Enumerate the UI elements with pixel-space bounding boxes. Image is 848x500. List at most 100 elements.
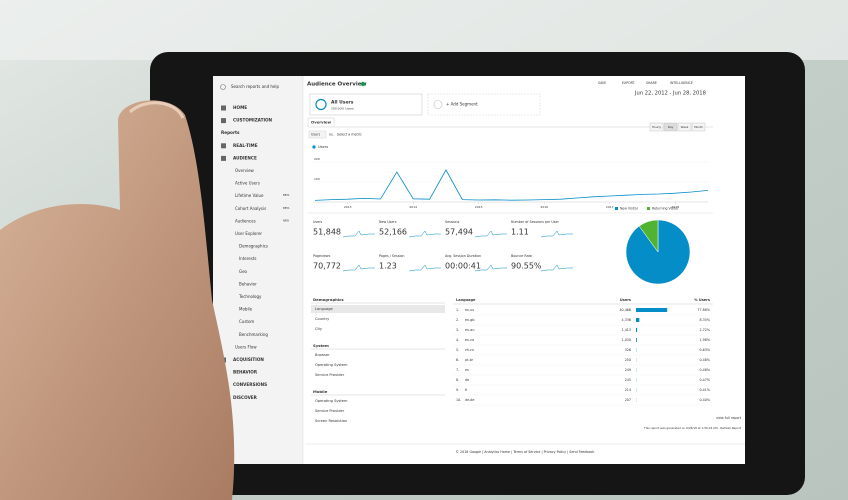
full-report-link[interactable]: view full report — [716, 416, 742, 420]
dimension-link[interactable]: City — [315, 327, 323, 331]
row-users: 214 — [625, 388, 631, 392]
metric-name[interactable]: Users — [311, 133, 321, 137]
dimension-link[interactable]: Screen Resolution — [315, 419, 347, 423]
granularity-button — [663, 122, 678, 132]
dimension-link[interactable]: Operating System — [315, 399, 348, 403]
nav-item[interactable]: Technology — [238, 294, 262, 299]
dimension-link[interactable]: Browser — [315, 353, 330, 357]
pct-bar — [636, 328, 638, 332]
metric-label: Pages / Session — [379, 254, 405, 258]
nav-section[interactable]: HOME — [233, 105, 247, 110]
legend-label: Users — [318, 145, 328, 149]
date-range[interactable]: Jun 22, 2012 - Jun 28, 2018 — [634, 91, 706, 97]
nav-item[interactable]: Audiences — [235, 218, 256, 223]
metric-select — [308, 130, 327, 139]
dimension-link[interactable]: Service Provider — [315, 373, 345, 377]
row-users: 249 — [625, 368, 631, 372]
row-language[interactable]: fr — [465, 388, 468, 392]
nav-item[interactable]: User Explorer — [235, 231, 262, 236]
row-language[interactable]: pt-br — [465, 358, 474, 362]
page-title: Audience Overview — [307, 82, 367, 88]
row-language[interactable]: de-de — [465, 398, 474, 402]
pct-bar — [636, 338, 637, 342]
row-language[interactable]: en-gb — [465, 318, 475, 322]
row-language[interactable]: en-au — [465, 328, 474, 332]
granularity-label[interactable]: Day — [668, 125, 674, 129]
granularity-label[interactable]: Month — [694, 125, 703, 129]
pie-legend-swatch — [615, 207, 618, 210]
nav-section[interactable]: CUSTOMIZATION — [233, 118, 273, 123]
nav-section[interactable]: CONVERSIONS — [233, 382, 267, 387]
pie-legend-label: Returning Visitor — [652, 207, 679, 211]
nav-item[interactable]: Custom — [239, 319, 254, 324]
nav-badge: BETA — [283, 193, 290, 197]
metric-label: Users — [313, 220, 323, 224]
action-button[interactable]: EXPORT — [622, 81, 635, 85]
action-button[interactable]: SHARE — [646, 81, 657, 85]
nav-item[interactable]: Behavior — [239, 281, 257, 286]
row-language[interactable]: es — [465, 368, 469, 372]
metric-sparkline — [540, 230, 573, 238]
nav-item[interactable]: Overview — [235, 168, 255, 173]
row-number: 7. — [456, 368, 459, 372]
add-segment[interactable]: + Add Segment — [446, 102, 478, 107]
row-number: 3. — [456, 328, 459, 332]
metric-value: 1.23 — [379, 262, 397, 271]
nav-section[interactable]: BEHAVIOR — [233, 370, 258, 375]
granularity-button — [649, 122, 664, 132]
metric-label: New Users — [379, 220, 397, 224]
report-note: This report was generated on 6/28/18 at … — [643, 426, 742, 430]
dimension-link[interactable]: Country — [315, 317, 330, 321]
pct-bar — [636, 318, 640, 322]
vs-label: vs. — [329, 133, 334, 137]
row-pct: 0.40% — [700, 398, 710, 402]
row-language[interactable]: en-us — [465, 308, 474, 312]
row-number: 5. — [456, 348, 459, 352]
nav-item[interactable]: Cohort Analysis — [235, 206, 266, 211]
nav-section[interactable]: REAL-TIME — [233, 143, 258, 148]
dimension-group-title: Demographics — [313, 297, 344, 302]
row-language[interactable]: zh-cn — [465, 348, 474, 352]
add-segment-icon — [433, 100, 443, 109]
segment-icon — [315, 98, 327, 111]
granularity-label[interactable]: Week — [681, 125, 689, 129]
search-box: Search reports and help — [231, 84, 279, 89]
nav-section[interactable]: Reports — [221, 130, 240, 135]
dimension-link[interactable]: Language — [315, 307, 334, 311]
metric-sparkline — [474, 230, 507, 238]
hand — [0, 100, 235, 500]
granularity-label[interactable]: Hourly — [652, 125, 662, 129]
row-users: 4,336 — [622, 318, 631, 322]
x-tick-label: 2018 — [671, 205, 679, 209]
nav-item[interactable]: Mobile — [239, 307, 253, 312]
action-button[interactable]: INTELLIGENCE — [670, 81, 693, 85]
nav-item[interactable]: Demographics — [239, 244, 268, 249]
row-language[interactable]: en-ca — [465, 338, 474, 342]
row-pct: 1.98% — [700, 338, 710, 342]
pct-bar — [636, 308, 668, 312]
row-pct: 2.72% — [700, 328, 710, 332]
nav-section[interactable]: AUDIENCE — [233, 155, 257, 160]
dimension-link[interactable]: Service Provider — [315, 409, 345, 413]
x-tick-label: 2015 — [475, 205, 483, 209]
nav-item[interactable]: Interests — [239, 256, 257, 261]
select-metric[interactable]: Select a metric — [337, 133, 362, 137]
nav-item[interactable]: Active Users — [235, 181, 260, 186]
tab-label[interactable]: Overview — [311, 120, 332, 125]
nav-item[interactable]: Lifetime Value — [235, 193, 264, 198]
nav-section[interactable]: ACQUISITION — [233, 357, 264, 362]
tab — [307, 117, 335, 128]
action-button[interactable]: SAVE — [598, 81, 606, 85]
nav-item[interactable]: Geo — [239, 269, 248, 274]
x-tick-label: 2017 — [606, 205, 614, 209]
row-language[interactable]: de — [465, 378, 469, 382]
nav-item[interactable]: Benchmarking — [239, 332, 268, 337]
row-number: 9. — [456, 388, 459, 392]
segment-name: All Users — [331, 100, 354, 106]
row-pct: 0.48% — [700, 368, 710, 372]
dimension-link[interactable]: Operating System — [315, 363, 348, 367]
nav-item[interactable]: Users Flow — [235, 344, 257, 349]
pie-slice — [638, 219, 659, 253]
nav-section[interactable]: DISCOVER — [233, 395, 258, 400]
